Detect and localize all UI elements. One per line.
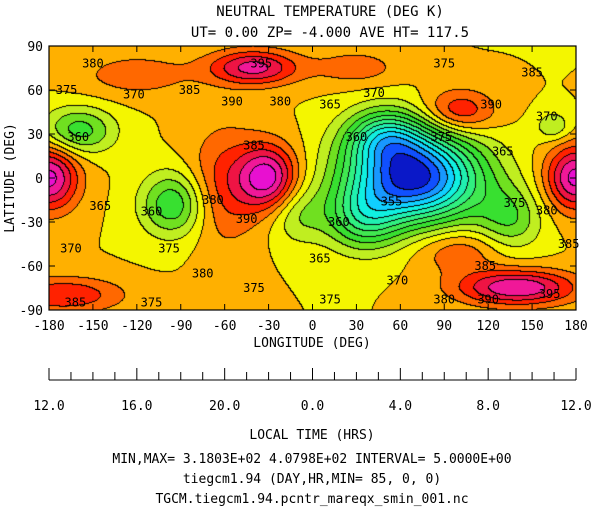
y-axis-label: LATITUDE (DEG) (3, 123, 18, 233)
local-time-label: LOCAL TIME (HRS) (249, 428, 374, 443)
contour-label: 360 (328, 215, 350, 229)
x-tick-label: -90 (169, 319, 192, 334)
y-tick-label: 30 (27, 128, 43, 143)
contour-label: 395 (250, 57, 272, 71)
x-tick-label: 120 (476, 319, 499, 334)
y-axis-ticks: 90 60 30 0 -30 -60 -90 (20, 40, 576, 319)
contour-label: 365 (89, 199, 111, 213)
local-time-tick-label: 12.0 (33, 399, 64, 414)
contour-label: 375 (430, 130, 452, 144)
contour-label: 385 (521, 65, 543, 79)
contour-label: 380 (269, 95, 291, 109)
contour-label: 360 (141, 205, 163, 219)
contour-label: 365 (492, 145, 514, 159)
temperature-field (49, 46, 576, 310)
local-time-tick-label: 4.0 (389, 399, 412, 414)
contour-label: 390 (236, 212, 258, 226)
contour-label: 385 (243, 139, 265, 153)
contour-label: 380 (192, 266, 214, 280)
contour-label: 375 (158, 241, 180, 255)
contour-labels: 380 395 375 385 375 370 385 390 380 365 370 390 370 3… (56, 57, 580, 310)
x-axis-ticks: -180 -150 -120 -90 -60 -30 0 30 60 90 120 150 180 (33, 46, 588, 334)
contour-label: 380 (433, 293, 455, 307)
local-time-tick-label: 12.0 (560, 399, 591, 414)
contour-label: 385 (558, 237, 580, 251)
local-time-tick-label: 16.0 (121, 399, 152, 414)
y-tick-label: -90 (20, 304, 43, 319)
x-tick-label: 30 (349, 319, 365, 334)
x-tick-label: -60 (213, 319, 236, 334)
contour-label: 360 (67, 130, 89, 144)
x-tick-label: 180 (564, 319, 587, 334)
x-tick-label: -30 (257, 319, 280, 334)
contour-label: 380 (202, 193, 224, 207)
contour-label: 390 (477, 293, 499, 307)
contour-label: 385 (65, 296, 87, 310)
contour-label: 370 (536, 109, 558, 123)
local-time-tick-label: 0.0 (301, 399, 324, 414)
contour-label: 385 (474, 259, 496, 273)
x-tick-label: -180 (33, 319, 64, 334)
contour-label: 395 (539, 287, 561, 301)
y-tick-label: 0 (35, 172, 43, 187)
chart-subtitle: UT= 0.00 ZP= -4.000 AVE HT= 117.5 (191, 25, 469, 41)
contour-label: 360 (346, 130, 368, 144)
plot-area: 380 395 375 385 375 370 385 390 380 365 370 390 370 3… (20, 40, 588, 334)
contour-label: 390 (221, 95, 243, 109)
contour-label: 370 (387, 274, 409, 288)
contour-label: 375 (433, 57, 455, 71)
contour-label: 375 (56, 83, 78, 97)
x-tick-label: -150 (77, 319, 108, 334)
contour-label: 375 (319, 293, 341, 307)
x-tick-label: -120 (121, 319, 152, 334)
contour-label: 375 (504, 196, 526, 210)
contour-label: 370 (363, 86, 385, 100)
contour-label: 370 (60, 241, 82, 255)
chart-title: NEUTRAL TEMPERATURE (DEG K) (216, 4, 444, 20)
contour-label: 375 (243, 281, 265, 295)
contour-label: 380 (82, 57, 104, 71)
local-time-axis: 12.0 16.0 20.0 0.0 4.0 8.0 12.0 (33, 368, 592, 414)
x-tick-label: 60 (393, 319, 409, 334)
contour-label: 390 (480, 98, 502, 112)
y-tick-label: 60 (27, 84, 43, 99)
contour-label: 365 (319, 98, 341, 112)
contour-label: 370 (123, 87, 145, 101)
x-tick-label: 0 (309, 319, 317, 334)
x-tick-label: 150 (520, 319, 543, 334)
y-tick-label: -60 (20, 260, 43, 275)
y-tick-label: 90 (27, 40, 43, 55)
contour-label: 355 (381, 194, 403, 208)
contour-label: 375 (141, 296, 163, 310)
model-info: tiegcm1.94 (DAY,HR,MIN= 85, 0, 0) (183, 472, 441, 487)
min-max-interval: MIN,MAX= 3.1803E+02 4.0798E+02 INTERVAL=… (112, 452, 511, 467)
local-time-tick-label: 8.0 (476, 399, 499, 414)
y-tick-label: -30 (20, 216, 43, 231)
local-time-tick-label: 20.0 (209, 399, 240, 414)
contour-label: 385 (179, 83, 201, 97)
file-name: TGCM.tiegcm1.94.pcntr_mareqx_smin_001.nc (155, 492, 468, 507)
contour-label: 365 (309, 252, 331, 266)
contour-label: 380 (536, 203, 558, 217)
x-tick-label: 90 (436, 319, 452, 334)
x-axis-label: LONGITUDE (DEG) (253, 336, 370, 351)
